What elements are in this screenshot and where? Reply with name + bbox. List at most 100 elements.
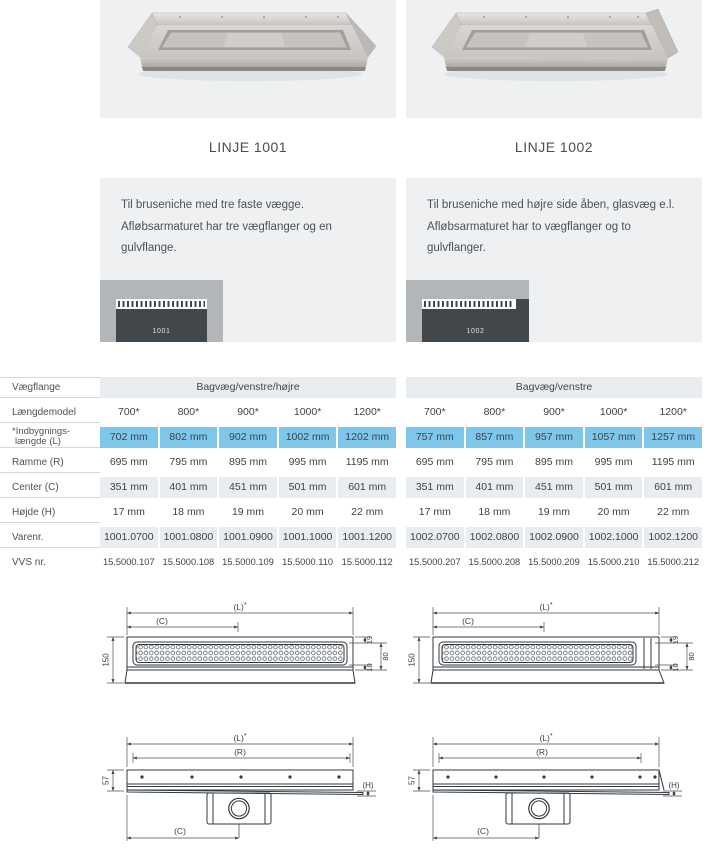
spec-cell-ramme: 995 mm xyxy=(594,456,633,468)
description-text: Til bruseniche med højre side åben, glas… xyxy=(406,178,702,260)
spec-row-laengdemodel: Længdemodel 700* 800* 900* 1000* 1200* 700* 8… xyxy=(0,402,712,423)
description-text: Til bruseniche med tre faste vægge. Aflø… xyxy=(100,178,396,260)
dim-label-C: (C) xyxy=(477,826,489,836)
drawing-top-view-1002: (L)* (C) 150 19 80 10 xyxy=(408,602,696,684)
spec-cell-hoejde: 20 mm xyxy=(597,506,630,518)
row-label-vvs: VVS nr. xyxy=(12,557,46,568)
spec-cell-center: 401 mm xyxy=(465,477,524,498)
spec-cell-center: 501 mm xyxy=(278,477,337,498)
spec-row-indbygning: *Indbygnings- længde (L) 702 mm 802 mm 902… xyxy=(0,426,712,448)
spec-cell-vvs: 15.5000.109 xyxy=(222,557,274,567)
spec-cell-indbygning: 802 mm xyxy=(159,427,218,448)
dim-label-10: 10 xyxy=(671,663,680,671)
spec-cell-indbygning: 1057 mm xyxy=(584,427,643,448)
drawing-side-view-1002: (L)* (R) 57 (H) (C) xyxy=(408,733,682,841)
spec-cell-ramme: 695 mm xyxy=(109,456,148,468)
dim-label-57: 57 xyxy=(102,776,111,785)
row-label-laengdemodel: Længdemodel xyxy=(0,402,100,423)
group-header-1001: Bagvæg/venstre/højre xyxy=(100,377,396,398)
row-label-varenr: Varenr. xyxy=(0,527,100,548)
group-header-1002: Bagvæg/venstre xyxy=(406,377,702,398)
spec-cell-vvs: 15.5000.210 xyxy=(587,557,640,567)
spec-cell-ramme: 1195 mm xyxy=(345,456,389,468)
spec-cells-1002: 695 mm 795 mm 895 mm 995 mm 1195 mm xyxy=(406,452,702,473)
spec-table: Vægflange Bagvæg/venstre/højre Bagvæg/ve… xyxy=(0,377,712,577)
spec-cell-varenr: 1002.0700 xyxy=(406,527,464,548)
spec-cells-1001: 700* 800* 900* 1000* 1200* xyxy=(100,402,396,423)
description-line: Til bruseniche med tre faste vægge. xyxy=(121,199,305,211)
dim-label-L: (L)* xyxy=(233,602,246,612)
spec-cells-1001: 15.5000.107 15.5000.108 15.5000.109 15.5000… xyxy=(100,552,396,573)
spec-cell-indbygning: 757 mm xyxy=(406,427,464,448)
spec-cell-ramme: 795 mm xyxy=(169,456,208,468)
spec-cell-indbygning: 1202 mm xyxy=(338,427,396,448)
screw-dots xyxy=(140,775,341,779)
spec-cell-vvs: 15.5000.108 xyxy=(162,557,215,567)
spec-cell-indbygning: 702 mm xyxy=(100,427,158,448)
drain-outline xyxy=(432,769,670,838)
spec-row-ramme: Ramme (R) 695 mm 795 mm 895 mm 995 mm 1195 m… xyxy=(0,452,712,473)
product-title-1002: LINJE 1002 xyxy=(514,139,594,155)
spec-cell-varenr: 1002.0900 xyxy=(525,527,583,548)
drain-outline xyxy=(430,636,665,684)
spec-cell-vvs: 15.5000.212 xyxy=(647,557,700,567)
screw-dots xyxy=(483,16,639,18)
spec-cell-vvs: 15.5000.208 xyxy=(468,557,521,567)
spec-cell-laengdemodel: 900* xyxy=(237,406,259,418)
spec-cells-1002: 17 mm 18 mm 19 mm 20 mm 22 mm xyxy=(406,502,702,523)
spec-cell-hoejde: 22 mm xyxy=(657,506,690,518)
dim-label-H: (H) xyxy=(668,781,679,790)
spec-cell-varenr: 1002.0800 xyxy=(465,527,524,548)
spec-row-varenr: Varenr. 1001.0700 1001.0800 1001.0900 1001.… xyxy=(0,527,712,548)
row-label-ramme: Ramme (R) xyxy=(0,452,100,473)
product-photo-panel-1002 xyxy=(406,0,702,118)
spec-cell-hoejde: 20 mm xyxy=(291,506,324,518)
spec-cell-ramme: 695 mm xyxy=(415,456,454,468)
spec-cell-hoejde: 18 mm xyxy=(172,506,205,518)
spec-cell-center: 351 mm xyxy=(100,477,158,498)
description-line: Til bruseniche med højre side åben, glas… xyxy=(427,199,675,211)
spec-cell-varenr: 1001.0900 xyxy=(219,527,277,548)
spec-cell-varenr: 1001.0800 xyxy=(159,527,218,548)
spec-cell-laengdemodel: 800* xyxy=(177,406,200,418)
spec-cell-center: 451 mm xyxy=(525,477,583,498)
spec-cell-hoejde: 17 mm xyxy=(418,506,451,518)
screw-dots xyxy=(179,16,339,18)
spec-cell-center: 451 mm xyxy=(219,477,277,498)
spec-cell-laengdemodel: 1000* xyxy=(599,406,628,418)
product-photo-1002 xyxy=(431,8,679,81)
spec-cell-laengdemodel: 1200* xyxy=(659,406,687,418)
row-label-vaegflange: Vægflange xyxy=(0,377,100,398)
dimension-lines xyxy=(107,607,387,684)
row-label-center: Center (C) xyxy=(0,477,100,498)
spec-cell-ramme: 1195 mm xyxy=(651,456,695,468)
product-title-1001: LINJE 1001 xyxy=(208,139,288,155)
spec-cell-laengdemodel: 900* xyxy=(543,406,565,418)
spec-cell-hoejde: 22 mm xyxy=(351,506,384,518)
spec-cell-indbygning: 957 mm xyxy=(525,427,583,448)
description-box-1002: Til bruseniche med højre side åben, glas… xyxy=(406,178,702,342)
spec-cell-indbygning: 857 mm xyxy=(465,427,524,448)
spec-cells-1001: 1001.0700 1001.0800 1001.0900 1001.1000 1001… xyxy=(100,527,396,548)
dim-label-150: 150 xyxy=(102,653,111,667)
dim-label-150: 150 xyxy=(408,653,417,667)
dimension-lines xyxy=(107,737,376,841)
spec-cell-varenr: 1001.0700 xyxy=(100,527,158,548)
spec-cell-hoejde: 18 mm xyxy=(478,506,511,518)
niche-diagram-1001: 1001 xyxy=(100,280,223,342)
niche-diagram-drain: 1002 xyxy=(422,299,529,342)
description-line: Afløbsarmaturet har to vægflanger og to xyxy=(427,220,631,233)
spec-cells-1001: 351 mm 401 mm 451 mm 501 mm 601 mm xyxy=(100,477,396,498)
dim-label-C: (C) xyxy=(156,616,168,626)
product-photo-1001 xyxy=(127,12,377,81)
spec-cells-1002: 757 mm 857 mm 957 mm 1057 mm 1257 mm xyxy=(406,427,702,448)
spec-cells-1001: 702 mm 802 mm 902 mm 1002 mm 1202 mm xyxy=(100,427,396,448)
dimension-lines xyxy=(413,737,682,841)
dim-label-H: (H) xyxy=(362,781,373,790)
spec-cell-vvs: 15.5000.112 xyxy=(341,557,393,567)
spec-cell-ramme: 995 mm xyxy=(288,456,327,468)
screw-dots xyxy=(446,775,657,779)
grate-stripes xyxy=(116,299,207,309)
spec-cell-ramme: 795 mm xyxy=(475,456,514,468)
